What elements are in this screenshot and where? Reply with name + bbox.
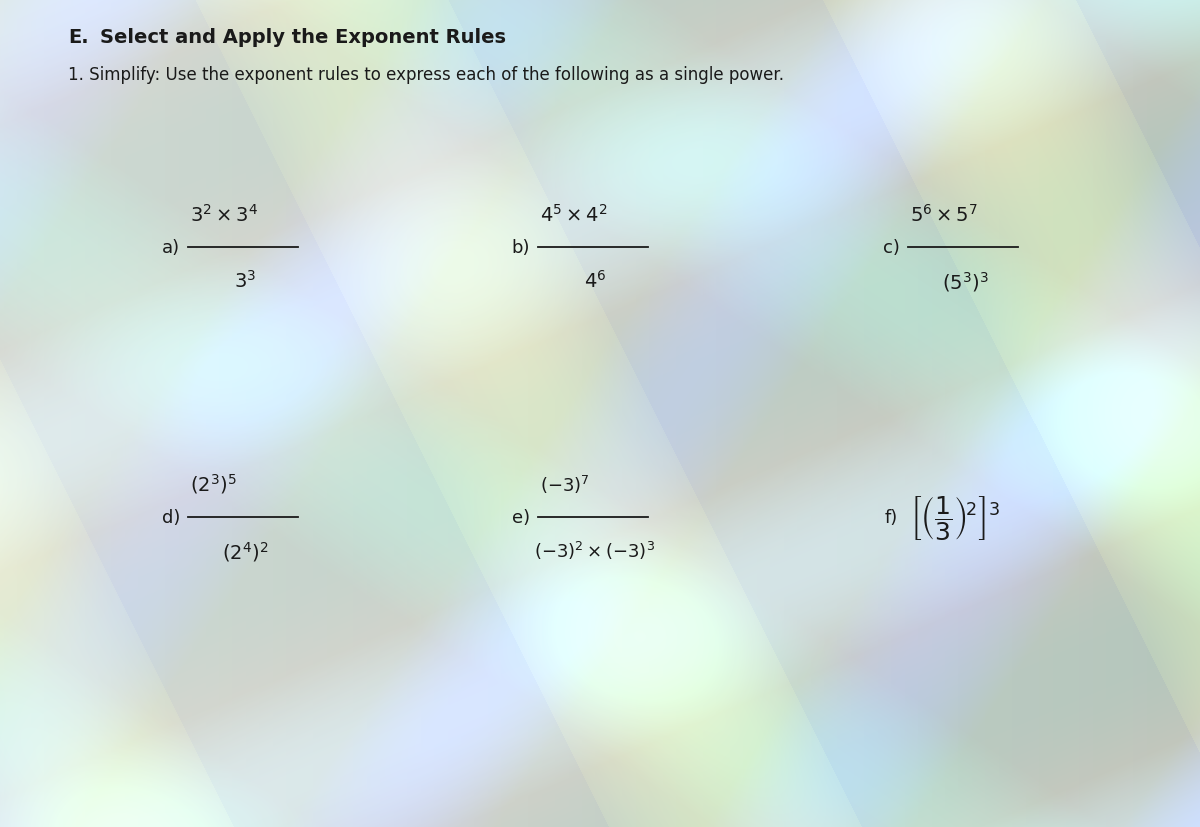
Text: $(2^3)^5$: $(2^3)^5$ <box>190 471 236 495</box>
Text: $(5^3)^3$: $(5^3)^3$ <box>942 270 989 294</box>
Text: $(-3)^2 \times(-3)^3$: $(-3)^2 \times(-3)^3$ <box>534 539 655 562</box>
Text: 1. Simplify: Use the exponent rules to express each of the following as a single: 1. Simplify: Use the exponent rules to e… <box>68 66 784 84</box>
Text: $4^5 \times 4^2$: $4^5 \times 4^2$ <box>540 203 607 226</box>
Text: c): c) <box>883 239 900 256</box>
Text: $\left[\left(\dfrac{1}{3}\right)^{\!2}\right]^{3}$: $\left[\left(\dfrac{1}{3}\right)^{\!2}\r… <box>910 494 1000 542</box>
Text: $3^2 \times 3^4$: $3^2 \times 3^4$ <box>190 203 258 226</box>
Text: d): d) <box>162 509 180 526</box>
Text: Select and Apply the Exponent Rules: Select and Apply the Exponent Rules <box>100 28 506 47</box>
Text: $3^3$: $3^3$ <box>234 270 256 292</box>
Text: $(2^4)^2$: $(2^4)^2$ <box>222 539 269 563</box>
Text: a): a) <box>162 239 180 256</box>
Text: E.: E. <box>68 28 89 47</box>
Text: $(-3)^7$: $(-3)^7$ <box>540 473 589 495</box>
Text: e): e) <box>512 509 530 526</box>
Text: $5^6 \times 5^7$: $5^6 \times 5^7$ <box>910 203 978 226</box>
Text: f): f) <box>884 509 898 526</box>
Text: $4^6$: $4^6$ <box>584 270 606 292</box>
Text: b): b) <box>511 239 530 256</box>
